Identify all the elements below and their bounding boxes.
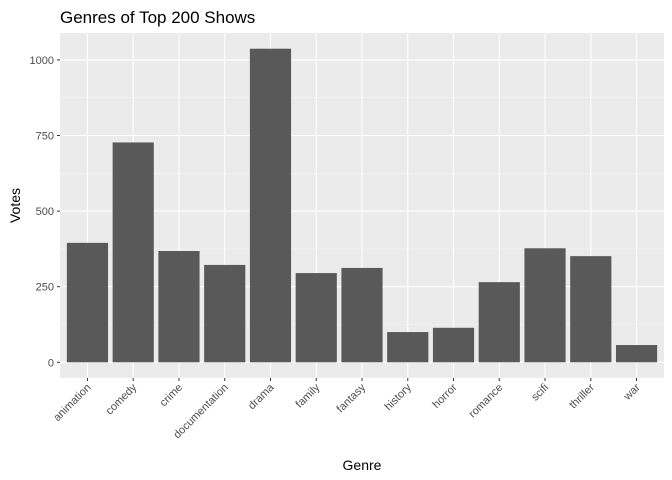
bar-animation xyxy=(66,242,109,363)
x-tick-label: romance xyxy=(467,382,506,421)
bar-documentation xyxy=(204,264,246,363)
bar-history xyxy=(387,332,429,363)
bar-thriller xyxy=(570,256,612,363)
x-tick-label: scifi xyxy=(529,382,551,404)
bar-horror xyxy=(432,327,475,363)
y-tick-label: 1000 xyxy=(30,55,54,67)
x-tick-label: comedy xyxy=(104,381,140,417)
bar-crime xyxy=(158,251,200,363)
bar-drama xyxy=(249,48,292,363)
y-axis-title: Votes xyxy=(7,188,23,223)
bar-scifi xyxy=(524,248,566,363)
x-tick-label: fantasy xyxy=(335,381,369,415)
x-tick-label: drama xyxy=(246,381,277,412)
x-tick-label: crime xyxy=(158,382,185,409)
x-tick-label: horror xyxy=(430,381,459,410)
bar-comedy xyxy=(112,142,154,363)
bar-family xyxy=(295,273,337,363)
bar-romance xyxy=(478,282,520,363)
bar-fantasy xyxy=(341,267,383,363)
x-tick-label: family xyxy=(294,381,323,410)
y-axis: 0 250 500 750 1000 xyxy=(30,55,60,369)
bar-war xyxy=(615,345,658,363)
y-tick-label: 750 xyxy=(36,131,54,143)
y-tick-label: 250 xyxy=(36,282,54,294)
y-tick-label: 500 xyxy=(36,206,54,218)
x-axis-title: Genre xyxy=(343,457,382,473)
y-tick-label: 0 xyxy=(48,357,54,369)
chart-title: Genres of Top 200 Shows xyxy=(60,8,255,27)
bars xyxy=(66,48,658,363)
x-tick-label: animation xyxy=(51,382,93,424)
x-tick-label: history xyxy=(382,381,414,413)
x-tick-label: thriller xyxy=(567,381,597,411)
x-tick-label: war xyxy=(621,381,643,403)
